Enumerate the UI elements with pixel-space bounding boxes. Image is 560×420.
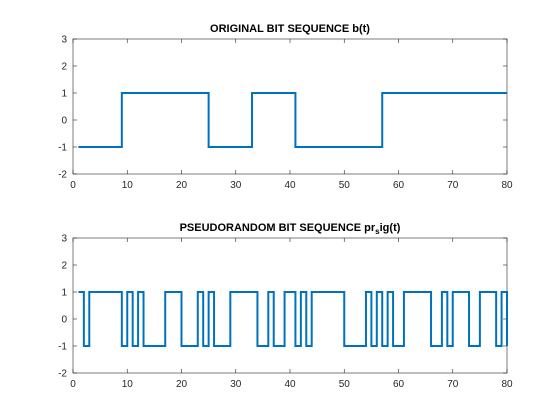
x-tick-label: 50	[339, 379, 351, 390]
y-tick-label: -2	[58, 369, 67, 380]
chart-title: PSEUDORANDOM BIT SEQUENCE prsig(t)	[180, 222, 401, 236]
y-tick-label: 3	[61, 234, 67, 245]
y-tick-label: 2	[61, 62, 67, 73]
y-tick-label: 1	[61, 89, 67, 100]
x-tick-label: 70	[447, 379, 459, 390]
series-line	[78, 92, 507, 148]
y-tick-label: 2	[61, 261, 67, 272]
x-tick-label: 80	[501, 180, 513, 191]
x-tick-label: 20	[176, 379, 188, 390]
plot-area	[72, 237, 508, 374]
y-tick-label: -1	[58, 342, 67, 353]
y-tick-label: 0	[61, 315, 67, 326]
x-tick-label: 60	[393, 379, 405, 390]
x-tick-label: 70	[447, 180, 459, 191]
x-tick-label: 10	[122, 379, 134, 390]
x-tick-label: 60	[393, 180, 405, 191]
y-tick-label: -2	[58, 170, 67, 181]
x-tick-label: 30	[230, 180, 242, 191]
x-tick-label: 80	[501, 379, 513, 390]
series-line	[78, 291, 508, 347]
y-tick-label: 3	[61, 35, 67, 46]
y-tick-label: 1	[61, 288, 67, 299]
x-tick-label: 0	[70, 180, 76, 191]
axes-bottom: PSEUDORANDOM BIT SEQUENCE prsig(t)0 10 20 3…	[58, 222, 513, 390]
chart-title: ORIGINAL BIT SEQUENCE b(t)	[210, 23, 370, 35]
axes-top: ORIGINAL BIT SEQUENCE b(t)0 10 20 30 40 50 60 7…	[58, 23, 513, 191]
x-tick-label: 30	[230, 379, 242, 390]
x-tick-label: 10	[122, 180, 134, 191]
y-tick-label: -1	[58, 143, 67, 154]
x-tick-label: 20	[176, 180, 188, 191]
x-tick-label: 40	[284, 379, 296, 390]
x-tick-label: 50	[339, 180, 351, 191]
x-tick-label: 40	[284, 180, 296, 191]
plot-area	[72, 38, 508, 175]
y-tick-label: 0	[61, 116, 67, 127]
x-tick-label: 0	[70, 379, 76, 390]
